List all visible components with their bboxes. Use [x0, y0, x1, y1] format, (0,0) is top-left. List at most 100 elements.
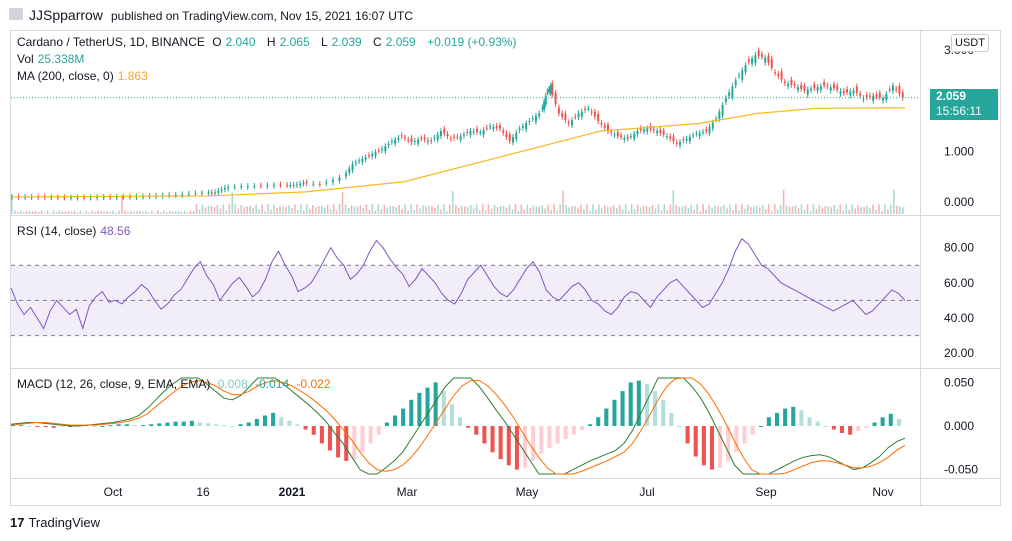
candle-body — [813, 84, 816, 89]
last-price-label: 2.059 15:56:11 — [930, 89, 998, 120]
volume-bar — [255, 204, 257, 214]
macd-hist-bar — [579, 426, 584, 431]
candle-body — [217, 190, 220, 193]
macd-hist-bar — [653, 391, 658, 426]
volume-bar — [165, 211, 168, 214]
time-axis-tick: 16 — [196, 485, 210, 499]
candle-body — [394, 139, 397, 144]
macd-hist-bar — [116, 424, 121, 426]
candle-body — [482, 130, 485, 135]
volume-bar — [323, 207, 326, 214]
macd-hist-bar — [588, 424, 593, 426]
candle-body — [331, 179, 334, 183]
volume-bar — [481, 204, 484, 214]
macd-hist-bar — [864, 426, 869, 428]
currency-button[interactable]: USDT — [951, 34, 989, 52]
volume-bar — [583, 208, 585, 214]
candle-body — [472, 131, 475, 133]
volume-bar — [222, 204, 225, 214]
candle-body — [715, 118, 718, 120]
macd-hist-bar — [441, 391, 446, 426]
volume-bar — [651, 205, 654, 214]
symbol-title[interactable]: Cardano / TetherUS, 1D, BINANCE — [17, 35, 205, 49]
volume-bar — [22, 211, 25, 214]
volume-bar — [693, 209, 696, 214]
volume-bar — [258, 209, 260, 214]
author-username[interactable]: JJSpparrow — [29, 7, 103, 23]
macd-hist-bar — [709, 426, 715, 470]
volume-bar — [478, 210, 481, 214]
volume-bar — [428, 206, 430, 214]
candle-body — [407, 139, 410, 141]
candle-body — [561, 113, 564, 117]
volume-bar — [702, 204, 704, 214]
macd-hist-bar — [831, 426, 836, 430]
candle-body — [855, 86, 858, 94]
candle-body — [623, 137, 626, 140]
volume-bar — [446, 211, 448, 214]
candle-body — [286, 184, 289, 186]
volume-bar — [839, 204, 842, 214]
candle-body — [534, 115, 537, 122]
volume-bar — [273, 204, 275, 214]
volume-bar — [553, 204, 555, 214]
volume-bar — [875, 209, 877, 214]
volume-bar — [469, 205, 472, 214]
candle-body — [574, 116, 577, 118]
volume-bar — [180, 211, 183, 214]
macd-hist-bar — [425, 387, 430, 426]
volume-bar — [681, 206, 684, 214]
volume-bar — [201, 204, 204, 214]
volume-bar — [824, 205, 827, 214]
volume-bar — [291, 208, 293, 214]
candle-body — [669, 136, 672, 139]
macd-hist-bar — [279, 417, 284, 426]
macd-axis-tick: -0.050 — [944, 463, 978, 477]
macd-hist-bar — [222, 425, 227, 427]
macd-hist-bar — [409, 399, 414, 426]
volume-bar — [94, 211, 97, 214]
candle-body — [544, 95, 547, 105]
volume-bar — [773, 204, 776, 214]
candle-body — [751, 58, 754, 64]
volume-bar — [410, 204, 412, 214]
candle-body — [685, 138, 688, 141]
macd-hist-bar — [100, 426, 105, 427]
candle-body — [580, 111, 583, 117]
volume-bar — [64, 211, 67, 214]
user-avatar-icon — [9, 8, 23, 20]
volume-bar — [70, 211, 73, 214]
volume-bar — [285, 206, 287, 214]
volume-bar — [276, 207, 278, 214]
macd-hist-bar — [848, 426, 853, 435]
volume-bar — [171, 211, 174, 214]
volume-bar — [303, 210, 305, 214]
candle-body — [787, 83, 790, 87]
macd-hist-bar — [392, 415, 398, 426]
volume-bar — [517, 211, 520, 214]
candle-body — [318, 184, 321, 186]
volume-bar — [380, 209, 383, 214]
volume-bar — [151, 210, 153, 214]
candle-body — [141, 196, 144, 198]
volume-bar — [785, 205, 788, 214]
volume-bar — [562, 190, 564, 214]
candle-body — [384, 146, 387, 152]
volume-bar — [52, 210, 55, 214]
volume-bar — [121, 194, 123, 214]
volume-bar — [529, 207, 532, 214]
tradingview-logo-icon: 17 — [10, 515, 25, 530]
candle-body — [181, 194, 184, 196]
candle-body — [679, 142, 682, 146]
time-axis-tick: May — [516, 485, 539, 499]
footer-brand[interactable]: 17 TradingView — [10, 515, 100, 530]
volume-bar — [639, 207, 642, 214]
macd-hist-bar — [490, 426, 495, 453]
macd-hist-bar — [11, 425, 16, 427]
candle-body — [862, 98, 865, 100]
volume-bar — [851, 204, 853, 214]
candle-body — [846, 89, 849, 93]
volume-bar — [139, 211, 141, 214]
macd-hist-bar — [547, 426, 552, 448]
